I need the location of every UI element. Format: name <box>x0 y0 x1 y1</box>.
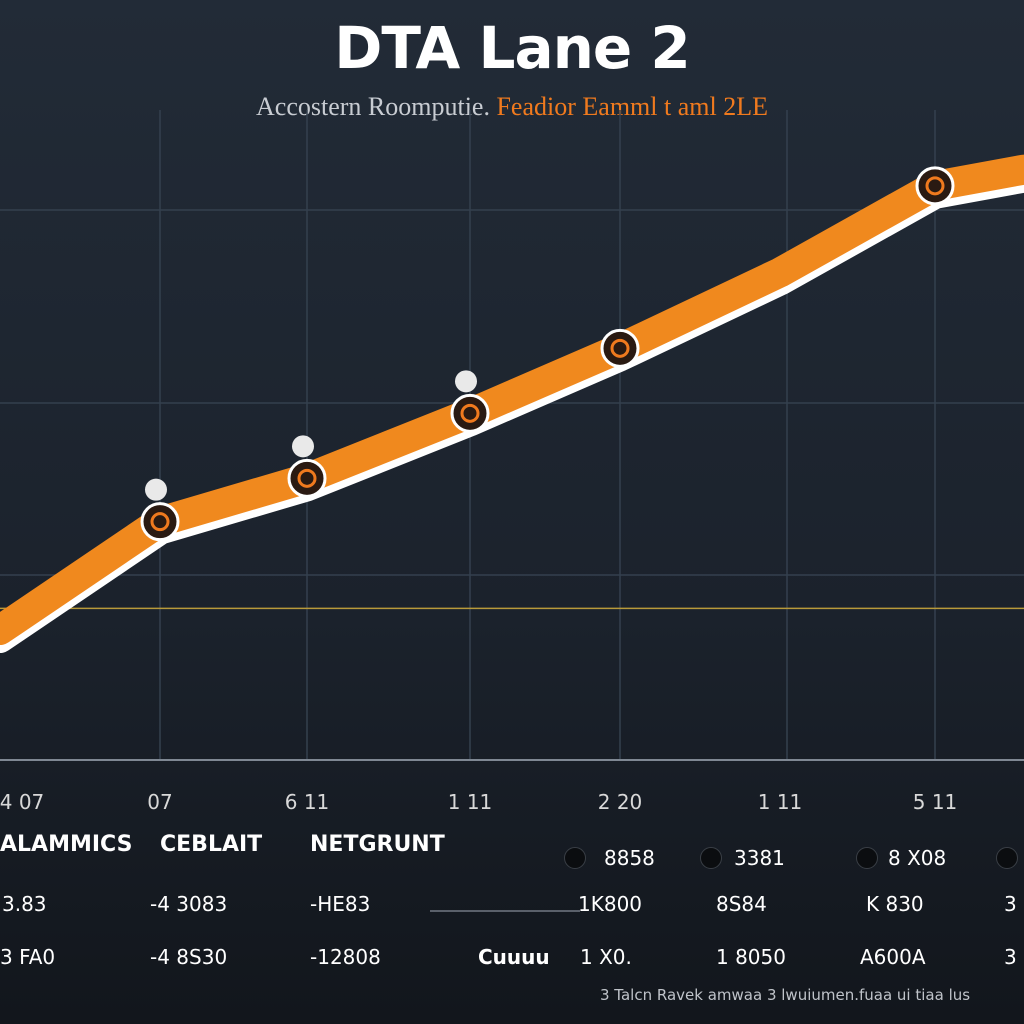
data-point-bubble <box>292 435 314 458</box>
table-cell: K 830 <box>866 892 924 916</box>
series-dot-icon <box>564 847 586 869</box>
table-cell: -4 3083 <box>150 892 228 916</box>
chart-title: DTA Lane 2 <box>334 14 691 82</box>
x-tick-label: 07 <box>147 790 173 814</box>
chart-subtitle: Accostern Roomputie. Feadior Eamml t aml… <box>0 92 1024 122</box>
x-tick-label: 2 20 <box>597 790 643 814</box>
footer-note: 3 Talcn Ravek amwaa 3 lwuiumen.fuaa ui t… <box>600 986 971 1004</box>
x-tick-label: 5 11 <box>912 790 958 814</box>
table-cell-extra: Cuuuu <box>478 945 550 969</box>
subtitle-part-a: Accostern Roomputie. <box>256 92 490 121</box>
series-line <box>0 154 1024 645</box>
data-point-inner <box>150 512 170 532</box>
line-chart <box>0 110 1024 761</box>
table-cell: 8S84 <box>716 892 767 916</box>
table-cell: -HE83 <box>310 892 371 916</box>
table-cell: 3381 <box>734 846 785 870</box>
table-cell: 3 FA0 <box>0 945 56 969</box>
x-tick-label: 1 11 <box>447 790 493 814</box>
data-point <box>915 166 955 206</box>
data-point-bubble <box>145 478 167 501</box>
data-point-inner <box>610 338 630 358</box>
data-point <box>450 393 490 433</box>
table-header-1: ALAMMICS <box>0 832 133 857</box>
series-dot-icon <box>996 847 1018 869</box>
table-cell: 1 8050 <box>716 945 786 969</box>
data-point <box>140 502 180 542</box>
table-cell: 3.83 <box>2 892 47 916</box>
table-separator <box>430 910 580 912</box>
series-dot-icon <box>856 847 878 869</box>
data-point-inner <box>297 468 317 488</box>
table-cell: A600A <box>860 945 926 969</box>
data-point <box>287 458 327 498</box>
x-tick-label: 6 11 <box>284 790 330 814</box>
table-header-3: NETGRUNT <box>310 832 445 857</box>
table-cell: -4 8S30 <box>150 945 228 969</box>
data-point-inner <box>460 403 480 423</box>
table-cell: 3 <box>1004 892 1017 916</box>
table-cell: 8858 <box>604 846 655 870</box>
table-cell: -12808 <box>310 945 381 969</box>
series-dot-icon <box>700 847 722 869</box>
x-tick-label: 4 07 <box>0 790 45 814</box>
data-point-inner <box>925 176 945 196</box>
table-cell: 3 <box>1004 945 1017 969</box>
subtitle-part-b: Feadior Eamml t aml 2LE <box>496 92 768 121</box>
data-point-bubble <box>455 370 477 393</box>
data-point <box>600 328 640 368</box>
x-tick-label: 1 11 <box>757 790 803 814</box>
table-cell: 8 X08 <box>888 846 947 870</box>
table-header-2: CEBLAIT <box>160 832 263 857</box>
table-cell: 1 X0. <box>580 945 632 969</box>
table-cell: 1K800 <box>578 892 643 916</box>
